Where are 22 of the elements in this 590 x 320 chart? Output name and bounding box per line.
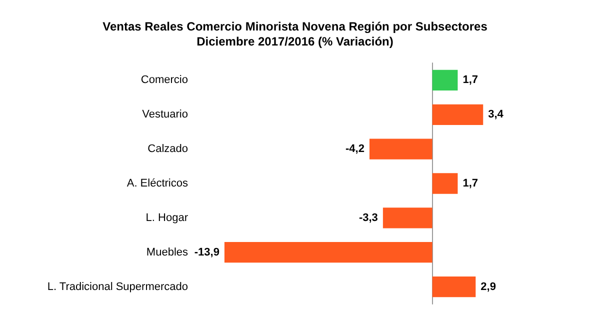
- data-label: -4,2: [346, 143, 364, 156]
- bar: [432, 70, 458, 91]
- bar: [432, 104, 484, 125]
- data-label: 3,4: [488, 108, 504, 121]
- bar: [432, 173, 458, 194]
- y-tick-label: Comercio: [140, 74, 188, 86]
- data-label: -3,3: [358, 212, 378, 224]
- data-label: 2,9: [480, 280, 496, 293]
- y-tick-label: A. Eléctricos: [126, 178, 188, 190]
- y-tick-label: Muebles: [146, 246, 188, 258]
- y-tick-label: Calzado: [148, 143, 188, 156]
- data-label: 1,7: [462, 178, 478, 190]
- data-label: 1,7: [462, 74, 478, 86]
- bar: [224, 242, 432, 263]
- y-tick-label: Vestuario: [142, 108, 188, 121]
- y-tick-label: L. Hogar: [146, 212, 188, 224]
- bar: [369, 138, 432, 160]
- chart-title: Ventas Reales Comercio Minorista Novena Región por Subsectores Diciembre 2017/2016 (% Variación): [102, 20, 488, 48]
- bar: [432, 276, 476, 298]
- data-label: -13,9: [194, 246, 220, 258]
- bar: [382, 208, 432, 228]
- y-tick-label: L. Tradicional Supermercado: [47, 280, 188, 293]
